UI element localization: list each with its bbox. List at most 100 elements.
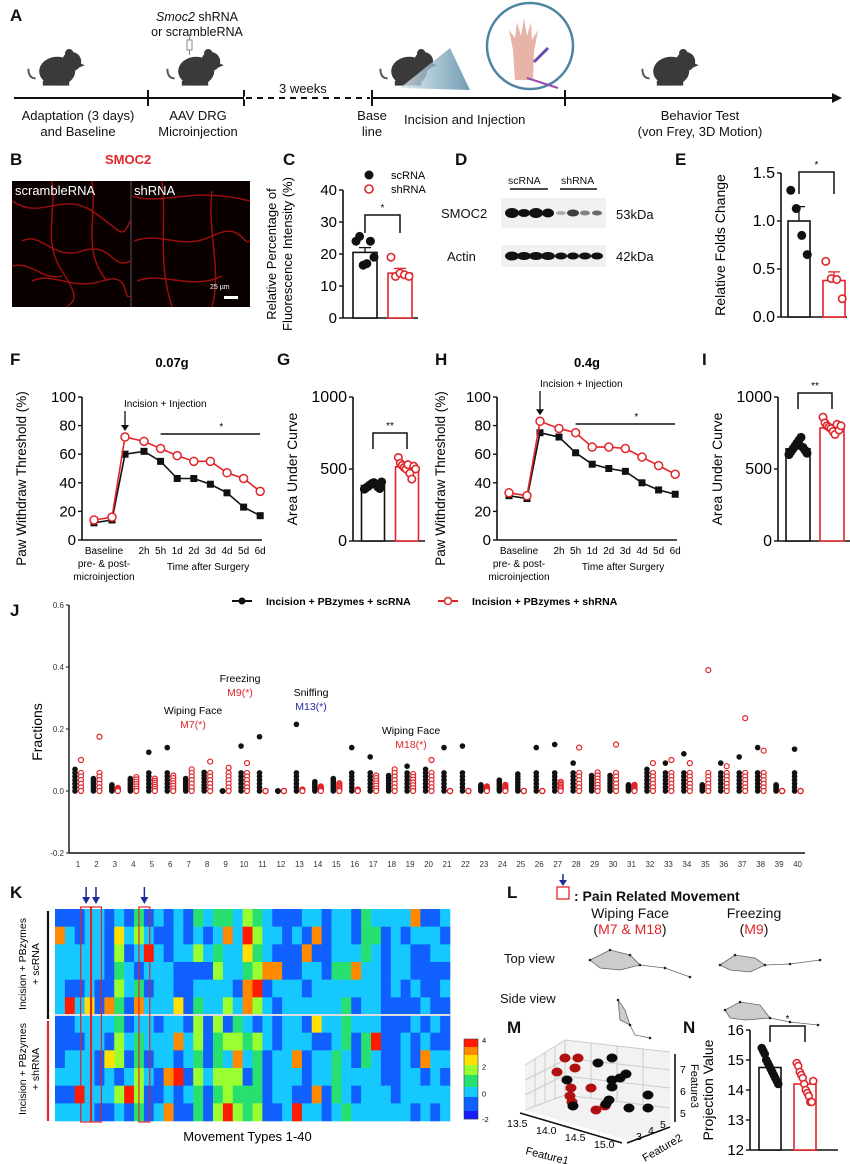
heatmap-cell [361,1032,372,1051]
heatmap-cell [124,909,135,927]
heatmap-cell [440,1103,451,1122]
data-point-shRNA [155,443,166,454]
stage-baseline: Base line [357,108,387,139]
heatmap-cell [173,962,184,980]
heatmap-cell [331,1068,342,1086]
x-axis-label: Movement Types 1-40 [183,1129,311,1144]
heatmap-cell [390,1085,401,1104]
colorbar-segment [464,1041,478,1044]
y-axis-label: Projection Value [700,1039,716,1140]
heatmap-cell [390,1103,401,1122]
data-point-shrna [576,787,583,795]
data-point-scrna [238,743,244,749]
heatmap-cell [153,909,164,927]
colorbar-segment [464,1069,478,1072]
heatmap-cell [163,979,174,998]
heatmap-cell [84,1068,95,1086]
heatmap-cell [321,926,332,945]
blue-arrow-head-icon [82,897,91,904]
data-point-shrna [96,733,103,740]
heatmap-cell [361,909,372,927]
data-point-scRNA [369,252,379,262]
data-point-shRNA [670,469,680,479]
heatmap-cell [242,1050,253,1069]
data-point-scRNA [536,429,544,437]
heatmap-cell [292,1015,303,1033]
y-tick-label: 0 [338,533,347,550]
data-point-scrna [533,788,540,794]
data-point-shrna [551,1067,563,1077]
heatmap-cell [183,1050,194,1069]
heatmap-cell [292,1050,303,1069]
heatmap-cell [252,962,263,980]
heatmap-cell [183,1085,194,1104]
heatmap-cell [292,1032,303,1051]
heatmap-cell [222,926,234,945]
heatmap-cell [440,1015,451,1033]
heatmap-cell [292,997,303,1016]
heatmap-cell [282,1085,293,1104]
heatmap-cell [203,926,214,945]
legend-marker-scrna [364,170,374,180]
heatmap-cell [114,979,125,998]
heatmap-cell [371,1015,382,1033]
heatmap-cell [390,909,401,927]
heatmap-cell [242,909,253,927]
heatmap-cell [213,1068,224,1086]
heatmap-cell [94,1032,105,1051]
x-tick-label: 14.0 [536,1125,557,1137]
heatmap-cell [440,909,451,927]
x-axis-label: Time after Surgery [582,562,664,573]
data-point-shRNA [120,432,130,442]
data-point-shrna [96,787,103,795]
heatmap-cell [163,909,174,927]
data-point-scRNA [190,475,198,483]
colorbar-segment [464,1055,478,1058]
x-tick-label: 10 [240,860,249,869]
heatmap-cell [282,926,293,945]
colorbar-segment [464,1039,478,1042]
heatmap-cell [64,979,76,998]
heatmap-cell [292,909,303,927]
annotation-sniffing: Sniffing [294,687,329,699]
colorbar-segment [464,1093,478,1096]
x-tick-label: 11 [258,860,267,869]
heatmap-cell [222,1032,234,1051]
mouse-icon [641,48,700,87]
heatmap-cell [104,1015,115,1033]
heatmap-cell [84,979,95,998]
y-axis-label-line2: Fluorescence Intensity (%) [280,177,295,331]
heatmap-cell [272,926,283,945]
heatmap-cell [213,997,224,1016]
arrow-head-icon [121,425,129,432]
data-point-shrna [649,787,657,795]
heatmap-cell [94,926,105,945]
annotation-freezing: Freezing [220,673,261,685]
data-point-scRNA [555,433,563,441]
colorbar-tick-label: 2 [482,1063,486,1072]
heatmap-cell [292,1085,303,1104]
data-point-scrna [275,788,281,794]
y-tick-label: 0.0 [753,309,775,326]
x-tick-label: 14 [313,860,322,869]
x-tick-label: 38 [756,860,765,869]
data-point-scrna [367,754,374,760]
y-tick-label: 16 [727,1022,744,1039]
heatmap-cell [114,1050,125,1069]
y-tick-label: 0.2 [53,725,65,734]
heatmap-cell [64,944,76,963]
data-point-shrna [225,787,232,795]
heatmap-cell [331,1103,342,1122]
data-point-scrna [736,788,742,794]
heatmap-cell [193,979,204,998]
heatmap-cell [390,1068,401,1086]
heatmap-cell [371,979,382,998]
heatmap-cell [124,997,135,1016]
heatmap-cell [183,909,194,927]
colorbar-segment [464,1049,478,1052]
heatmap-cell [311,1068,322,1086]
heatmap-cell [351,1085,362,1104]
data-point-shrna [668,787,675,795]
heatmap-cell [153,1050,164,1069]
heatmap-cell [272,1050,283,1069]
